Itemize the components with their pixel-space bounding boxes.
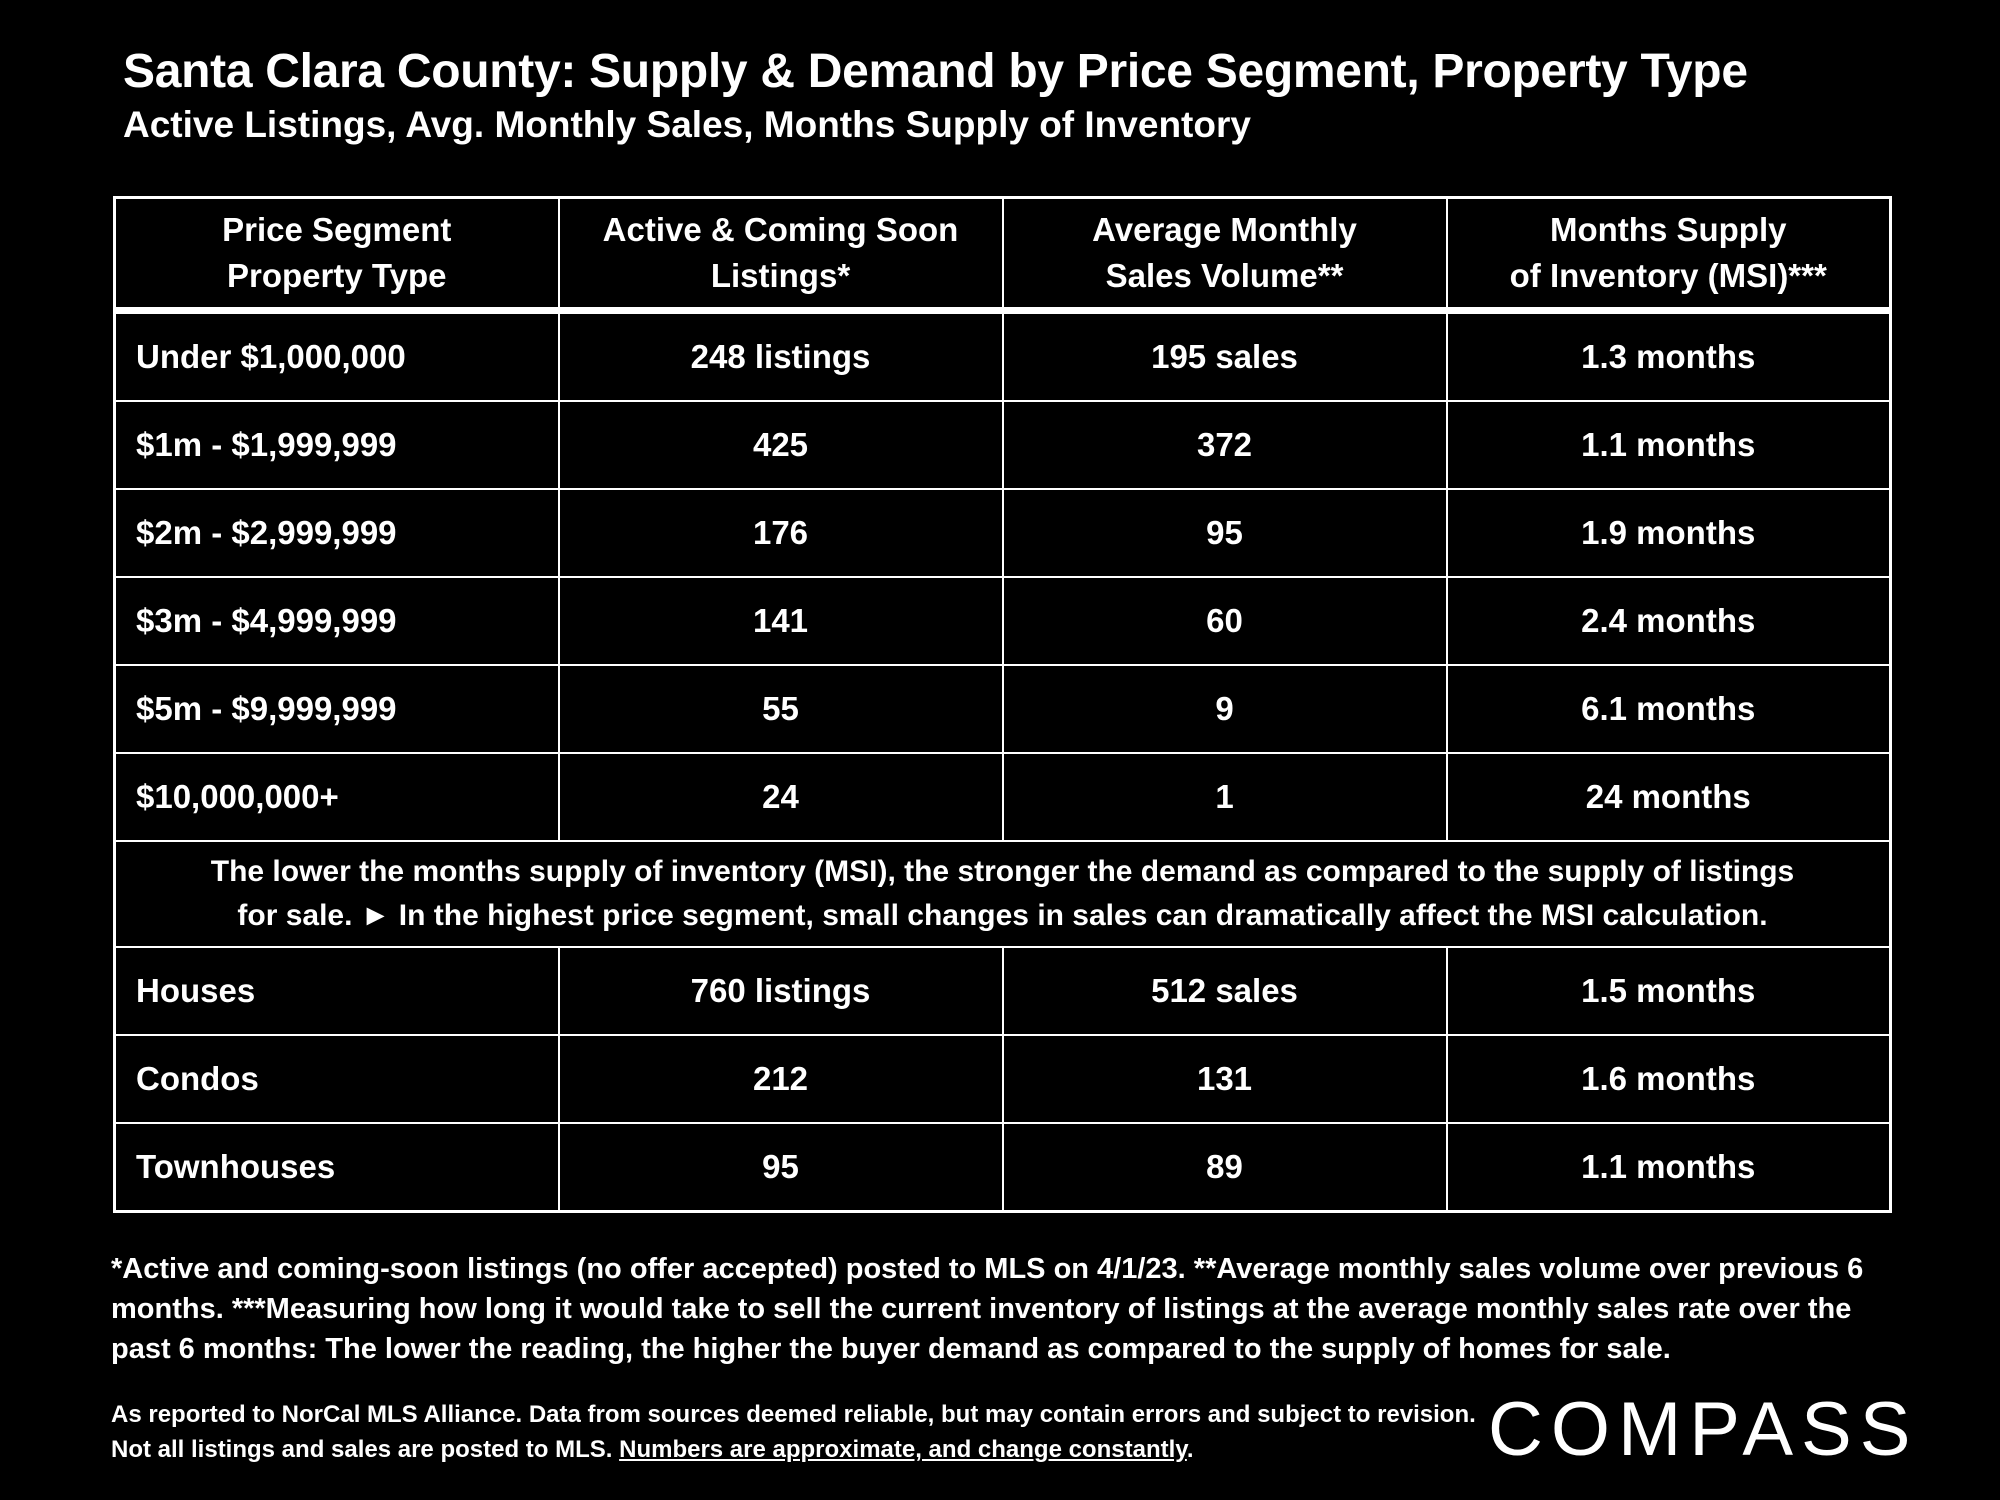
price-segment-cell: $5m - $9,999,999 xyxy=(113,664,560,754)
table-row: Under $1,000,000 248 listings 195 sales … xyxy=(113,309,1892,402)
msi-explanation-note: The lower the months supply of inventory… xyxy=(113,840,1892,948)
listings-cell: 176 xyxy=(557,488,1004,578)
header-price-segment: Price Segment Property Type xyxy=(113,196,560,314)
table-row: $1m - $1,999,999 425 372 1.1 months xyxy=(113,400,1892,490)
table-header-row: Price Segment Property Type Active & Com… xyxy=(113,196,1892,314)
header-line: Listings* xyxy=(710,257,851,294)
table-row: $2m - $2,999,999 176 95 1.9 months xyxy=(113,488,1892,578)
header-line: Property Type xyxy=(227,257,447,294)
price-segment-cell: Under $1,000,000 xyxy=(113,309,560,402)
price-segment-cell: $3m - $4,999,999 xyxy=(113,576,560,666)
listings-cell: 425 xyxy=(557,400,1004,490)
header-line: Active & Coming Soon xyxy=(602,211,959,248)
sales-cell: 89 xyxy=(1001,1122,1448,1213)
header-active-listings: Active & Coming Soon Listings* xyxy=(557,196,1004,314)
sales-cell: 95 xyxy=(1001,488,1448,578)
header-line: Sales Volume** xyxy=(1105,257,1344,294)
property-type-cell: Houses xyxy=(113,946,560,1036)
msi-cell: 1.5 months xyxy=(1445,946,1892,1036)
msi-cell: 1.3 months xyxy=(1445,309,1892,402)
header-line: Price Segment xyxy=(222,211,452,248)
sales-cell: 512 sales xyxy=(1001,946,1448,1036)
source-underlined-text: Numbers are approximate, and change cons… xyxy=(619,1436,1187,1463)
table-row: Houses 760 listings 512 sales 1.5 months xyxy=(113,946,1892,1036)
header-line: Months Supply xyxy=(1550,211,1787,248)
table-note-row: The lower the months supply of inventory… xyxy=(113,840,1892,948)
listings-cell: 55 xyxy=(557,664,1004,754)
msi-cell: 2.4 months xyxy=(1445,576,1892,666)
sales-cell: 1 xyxy=(1001,752,1448,842)
footnote: *Active and coming-soon listings (no off… xyxy=(111,1253,1864,1365)
header-line: of Inventory (MSI)*** xyxy=(1509,257,1827,294)
msi-cell: 1.1 months xyxy=(1445,1122,1892,1213)
listings-cell: 24 xyxy=(557,752,1004,842)
compass-logo: COMPASS xyxy=(1488,1387,1919,1472)
sales-cell: 60 xyxy=(1001,576,1448,666)
sales-cell: 372 xyxy=(1001,400,1448,490)
msi-cell: 24 months xyxy=(1445,752,1892,842)
note-line: The lower the months supply of inventory… xyxy=(210,855,1795,888)
supply-demand-table: Price Segment Property Type Active & Com… xyxy=(113,196,1892,1213)
source-text: As reported to NorCal MLS Alliance. Data… xyxy=(111,1401,1476,1463)
listings-cell: 760 listings xyxy=(557,946,1004,1036)
note-line: for sale. ► In the highest price segment… xyxy=(237,899,1768,932)
sales-cell: 195 sales xyxy=(1001,309,1448,402)
listings-cell: 248 listings xyxy=(557,309,1004,402)
property-type-cell: Townhouses xyxy=(113,1122,560,1213)
listings-cell: 212 xyxy=(557,1034,1004,1124)
header-msi: Months Supply of Inventory (MSI)*** xyxy=(1445,196,1892,314)
page-subtitle: Active Listings, Avg. Monthly Sales, Mon… xyxy=(123,104,1251,145)
listings-cell: 141 xyxy=(557,576,1004,666)
table-row: Condos 212 131 1.6 months xyxy=(113,1034,1892,1124)
msi-cell: 6.1 months xyxy=(1445,664,1892,754)
header-monthly-sales: Average Monthly Sales Volume** xyxy=(1001,196,1448,314)
table-row: $10,000,000+ 24 1 24 months xyxy=(113,752,1892,842)
price-segment-cell: $1m - $1,999,999 xyxy=(113,400,560,490)
source-disclaimer: As reported to NorCal MLS Alliance. Data… xyxy=(111,1397,1491,1467)
msi-cell: 1.9 months xyxy=(1445,488,1892,578)
price-segment-cell: $10,000,000+ xyxy=(113,752,560,842)
sales-cell: 9 xyxy=(1001,664,1448,754)
sales-cell: 131 xyxy=(1001,1034,1448,1124)
page-title: Santa Clara County: Supply & Demand by P… xyxy=(123,45,1748,98)
msi-cell: 1.1 months xyxy=(1445,400,1892,490)
table-row: Townhouses 95 89 1.1 months xyxy=(113,1122,1892,1213)
property-type-cell: Condos xyxy=(113,1034,560,1124)
price-segment-cell: $2m - $2,999,999 xyxy=(113,488,560,578)
msi-cell: 1.6 months xyxy=(1445,1034,1892,1124)
source-end: . xyxy=(1186,1436,1194,1463)
table-row: $3m - $4,999,999 141 60 2.4 months xyxy=(113,576,1892,666)
listings-cell: 95 xyxy=(557,1122,1004,1213)
header-line: Average Monthly xyxy=(1092,211,1357,248)
table-row: $5m - $9,999,999 55 9 6.1 months xyxy=(113,664,1892,754)
